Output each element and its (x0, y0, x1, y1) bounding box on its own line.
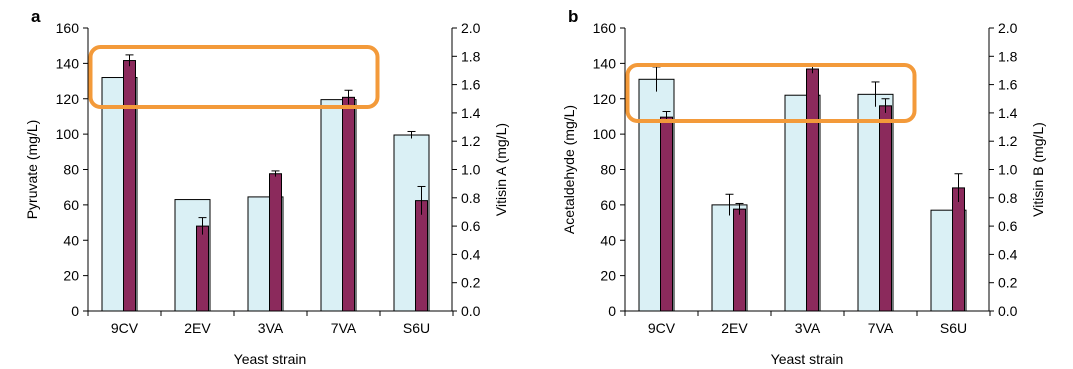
chart-b-x-tick-label: 2EV (721, 320, 748, 336)
chart-a-right-tick-label: 1.2 (461, 133, 481, 149)
chart-a-bar-2EV-right (196, 225, 209, 312)
chart-a-bar-S6U-right (415, 200, 428, 312)
chart-a-highlight-box (88, 45, 380, 109)
chart-a-left-tick-label: 100 (56, 126, 80, 142)
chart-b-bar-2EV-right (733, 208, 746, 312)
chart-a-x-tick-label: 3VA (258, 320, 284, 336)
chart-b-x-tick-label: 9CV (648, 320, 676, 336)
chart-b-left-tick-label: 80 (600, 162, 616, 178)
chart-b-left-tick-label: 100 (593, 126, 617, 142)
chart-a-svg: a 0 20 40 60 80 100 120 140 160 0.0 0.2 0.4 0.6 0.8 1.0… (24, 7, 509, 367)
chart-b-right-tick-label: 1.2 (998, 133, 1018, 149)
chart-a-panel-letter: a (31, 7, 41, 26)
chart-panel-a: a 0 20 40 60 80 100 120 140 160 0.0 0.2 0.4 0.6 0.8 1.0… (0, 0, 536, 369)
chart-a-x-axis-title: Yeast strain (234, 351, 307, 367)
chart-b-left-tick-label: 160 (593, 20, 617, 36)
chart-a-right-tick-label: 1.4 (461, 105, 481, 121)
chart-a-right-axis-title: Vitisin A (mg/L) (493, 123, 509, 216)
chart-a-right-tick-label: 0.0 (461, 303, 481, 319)
chart-b-svg: b 0 20 40 60 80 100 120 140 160 0.0 0.2 0.4 0.6 0.8 1.0… (561, 7, 1046, 367)
chart-a-x-tick-label: 2EV (184, 320, 211, 336)
chart-b-right-tick-label: 0.6 (998, 218, 1018, 234)
chart-b-x-tick-label: 7VA (868, 320, 894, 336)
chart-a-right-tick-label: 0.6 (461, 218, 481, 234)
chart-b-x-tick-label: S6U (940, 320, 967, 336)
chart-a-x-tick-label: S6U (403, 320, 430, 336)
chart-b-bar-S6U-right (952, 187, 965, 312)
chart-b-right-tick-label: 1.6 (998, 77, 1018, 93)
chart-a-left-axis-title: Pyruvate (mg/L) (24, 120, 40, 220)
chart-a-right-tick-label: 1.6 (461, 77, 481, 93)
chart-a-bar-3VA-right (269, 173, 282, 312)
chart-b-right-tick-label: 2.0 (998, 20, 1018, 36)
chart-a-x-tick-label: 9CV (111, 320, 139, 336)
chart-a-left-tick-label: 120 (56, 91, 80, 107)
chart-b-right-tick-label: 1.0 (998, 162, 1018, 178)
chart-b-bar-7VA-right (879, 105, 892, 312)
chart-b-right-tick-label: 0.2 (998, 275, 1018, 291)
chart-b-left-tick-label: 20 (600, 268, 616, 284)
chart-b-x-axis-title: Yeast strain (771, 351, 844, 367)
chart-b-left-tick-label: 60 (600, 197, 616, 213)
chart-a-left-tick-label: 60 (63, 197, 79, 213)
chart-b-right-tick-label: 0.4 (998, 246, 1018, 262)
chart-a-left-tick-label: 0 (71, 303, 79, 319)
chart-a-x-tick-label: 7VA (331, 320, 357, 336)
chart-a-left-tick-label: 40 (63, 232, 79, 248)
chart-b-right-tick-label: 0.8 (998, 190, 1018, 206)
chart-b-left-tick-label: 120 (593, 91, 617, 107)
chart-b-panel-letter: b (568, 7, 578, 26)
chart-b-left-tick-label: 40 (600, 232, 616, 248)
chart-a-left-tick-label: 80 (63, 162, 79, 178)
chart-b-highlight-box (625, 63, 917, 123)
chart-b-right-tick-label: 0.0 (998, 303, 1018, 319)
chart-a-bar-9CV-right (123, 60, 136, 312)
chart-a-right-tick-label: 0.2 (461, 275, 481, 291)
chart-a-left-tick-label: 160 (56, 20, 80, 36)
chart-a-right-tick-label: 1.0 (461, 162, 481, 178)
chart-a-right-tick-label: 2.0 (461, 20, 481, 36)
chart-b-bar-3VA-right (806, 68, 819, 312)
chart-b-bar-9CV-right (660, 116, 673, 312)
chart-a-bar-7VA-right (342, 96, 355, 312)
chart-b-right-tick-label: 1.4 (998, 105, 1018, 121)
chart-a-left-tick-label: 140 (56, 55, 80, 71)
chart-b-right-axis-title: Vitisin B (mg/L) (1030, 122, 1046, 217)
chart-a-left-tick-label: 20 (63, 268, 79, 284)
chart-b-left-tick-label: 140 (593, 55, 617, 71)
chart-panel-b: b 0 20 40 60 80 100 120 140 160 0.0 0.2 0.4 0.6 0.8 1.0… (537, 0, 1073, 369)
chart-a-right-tick-label: 1.8 (461, 48, 481, 64)
chart-a-right-tick-label: 0.4 (461, 246, 481, 262)
chart-b-right-tick-label: 1.8 (998, 48, 1018, 64)
chart-b-left-tick-label: 0 (608, 303, 616, 319)
chart-b-left-axis-title: Acetaldehyde (mg/L) (561, 105, 577, 234)
chart-a-right-tick-label: 0.8 (461, 190, 481, 206)
chart-b-x-tick-label: 3VA (795, 320, 821, 336)
